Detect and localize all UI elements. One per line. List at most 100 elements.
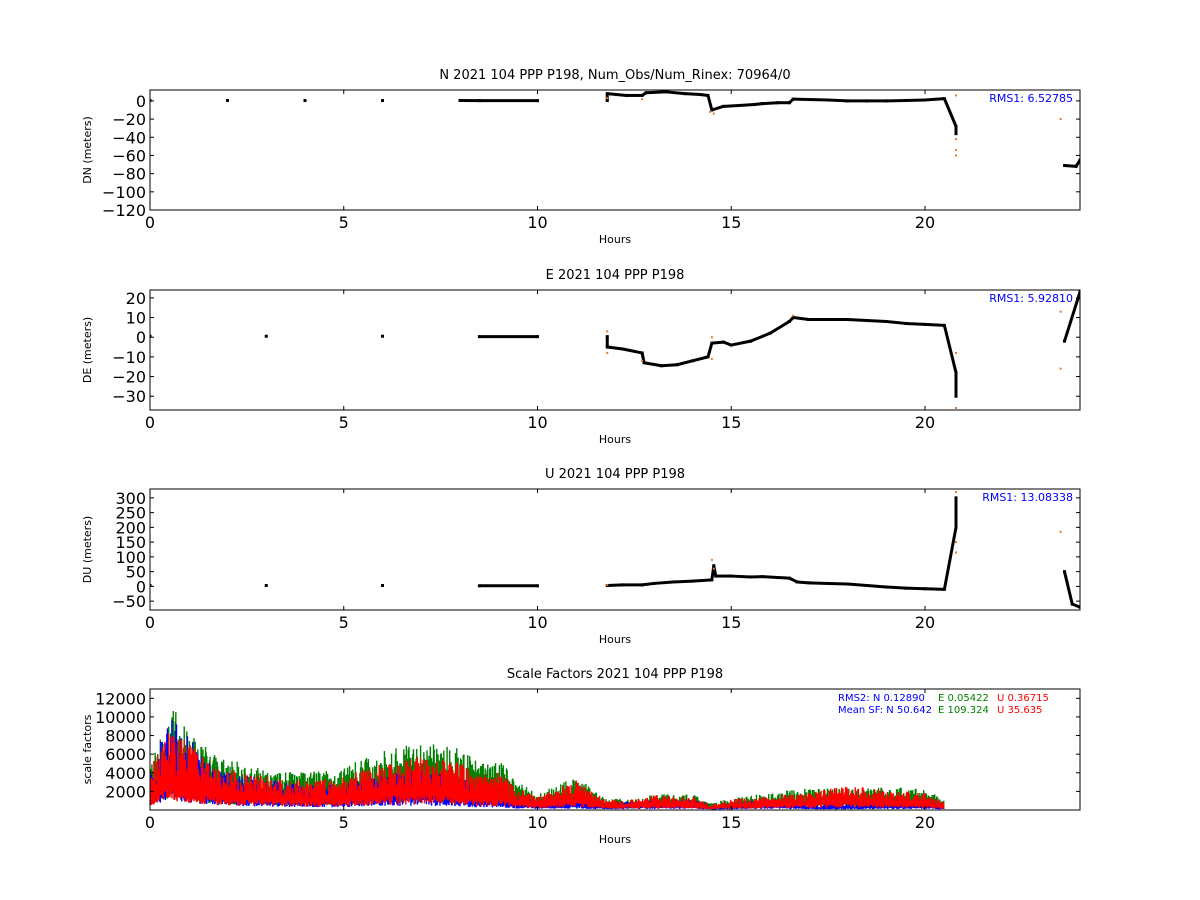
data-point: [536, 335, 539, 339]
data-point: [807, 98, 811, 102]
data-point: [954, 124, 958, 128]
data-point: [381, 584, 384, 588]
position-trace: [866, 584, 887, 589]
data-point: [807, 581, 811, 585]
data-point: [923, 587, 927, 591]
axes-frame: [149, 488, 1081, 611]
data-point: [807, 318, 811, 322]
position-trace: [886, 319, 906, 325]
position-trace: [905, 586, 926, 591]
data-point: [826, 98, 830, 102]
outlier-point: [708, 110, 711, 113]
data-point: [640, 93, 644, 97]
outlier-point: [955, 407, 957, 410]
data-point: [605, 99, 609, 103]
outlier-point: [606, 330, 609, 333]
data-point: [477, 335, 481, 339]
position-trace: [866, 318, 887, 323]
data-point: [884, 585, 888, 589]
data-point: [710, 341, 714, 345]
y-tick-label: −60: [112, 146, 146, 165]
y-tick-label: −50: [112, 592, 146, 611]
outlier-point: [1059, 310, 1062, 313]
data-point: [795, 580, 799, 584]
position-trace: [706, 342, 714, 358]
data-point: [264, 334, 268, 338]
position-trace: [730, 339, 751, 347]
plot-area: [150, 711, 945, 810]
position-trace: [738, 103, 755, 107]
outlier-point: [710, 357, 713, 360]
position-trace: [673, 579, 693, 584]
position-trace: [676, 359, 693, 367]
position-trace: [942, 325, 958, 373]
data-point: [787, 101, 791, 105]
x-tick-label: 20: [915, 413, 935, 432]
data-point: [954, 511, 958, 515]
outlier-point: [955, 490, 957, 493]
data-point: [536, 99, 539, 103]
position-trace: [692, 355, 709, 363]
outlier-point: [955, 138, 957, 141]
data-point: [942, 587, 946, 591]
data-point: [776, 576, 780, 580]
x-tick-label: 10: [527, 213, 547, 232]
data-point: [787, 319, 791, 323]
panels: N 2021 104 PPP P198, Num_Obs/Num_Rinex: …: [81, 68, 1081, 846]
chart-panel-1: N 2021 104 PPP P198, Num_Obs/Num_Rinex: …: [81, 68, 1081, 246]
position-trace: [750, 331, 771, 343]
position-trace: [706, 95, 714, 111]
x-tick-label: 20: [915, 613, 935, 632]
data-point: [642, 361, 646, 365]
data-point: [826, 581, 830, 585]
data-point: [1078, 605, 1080, 609]
outlier-point: [606, 351, 609, 354]
scale-annotation: RMS2: N 0.12890: [838, 693, 925, 704]
data-point: [660, 364, 663, 368]
position-trace: [622, 347, 643, 355]
data-point: [691, 359, 694, 363]
outlier-point: [955, 154, 957, 157]
data-point: [904, 98, 908, 102]
position-trace: [1063, 291, 1080, 342]
outlier-point: [712, 112, 715, 115]
x-tick-label: 5: [339, 413, 349, 432]
plot-area: [150, 490, 1080, 609]
outlier-point: [641, 98, 644, 101]
data-point: [776, 101, 780, 105]
position-trace: [769, 320, 791, 335]
outlier-point: [955, 351, 957, 354]
axes-frame: [149, 89, 1081, 211]
data-point: [477, 99, 481, 103]
outlier-point: [606, 583, 609, 586]
data-point: [787, 576, 791, 580]
y-tick-label: −20: [112, 368, 146, 387]
position-trace: [731, 574, 751, 579]
data-point: [865, 584, 869, 588]
data-point: [536, 584, 539, 588]
y-axis-label: scale factors: [81, 714, 94, 784]
position-trace: [847, 318, 867, 322]
x-tick-label: 15: [721, 213, 741, 232]
y-tick-label: 150: [115, 533, 146, 552]
y-tick-label: −20: [112, 110, 146, 129]
data-point: [846, 582, 849, 586]
scale-annotation: E 109.324: [938, 705, 989, 716]
data-point: [884, 319, 888, 323]
position-trace: [924, 587, 945, 591]
data-point: [954, 132, 958, 136]
data-point: [1074, 164, 1078, 168]
data-point: [640, 351, 644, 355]
position-trace: [640, 352, 646, 364]
data-point: [942, 323, 946, 327]
position-trace: [641, 581, 654, 587]
outlier-point: [1059, 118, 1062, 121]
position-trace: [886, 585, 906, 590]
data-point: [625, 93, 629, 97]
x-tick-label: 20: [915, 813, 935, 832]
position-trace: [924, 97, 945, 102]
x-tick-label: 20: [915, 213, 935, 232]
data-point: [477, 584, 481, 588]
